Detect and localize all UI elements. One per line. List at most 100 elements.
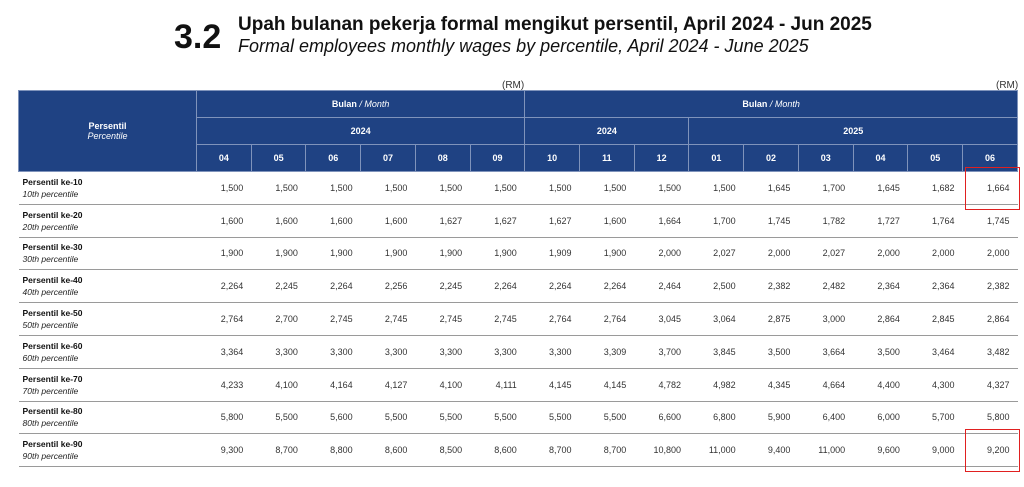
wage-cell: 3,064 [688,302,744,336]
wage-cell: 3,300 [251,335,306,369]
header-month: 05 [907,144,964,172]
row-label-english: 70th percentile [22,385,79,396]
wage-cell: 2,264 [579,269,635,304]
wage-cell: 1,627 [470,204,525,238]
header-month: 12 [633,144,690,172]
wage-cell: 1,745 [743,204,799,238]
wage-cell: 2,464 [634,269,689,304]
wage-cell: 2,500 [688,269,744,304]
title-malay: Upah bulanan pekerja formal mengikut per… [238,14,872,35]
table-row: Persentil ke-40 40th percentile 2,264 2,245… [18,269,1018,304]
unit-label-left: (RM) [502,80,525,91]
wage-cell: 1,500 [688,171,744,205]
wage-cell: 2,382 [743,269,799,304]
wage-cell: 1,645 [853,171,908,205]
wage-cell: 8,700 [579,433,635,468]
wage-cell: 2,745 [360,302,416,336]
wage-cell: 2,027 [688,237,744,271]
wage-cell: 2,845 [907,302,963,336]
wage-cell: 5,500 [524,401,580,435]
header-month: 01 [688,144,745,172]
wage-cell: 3,309 [579,335,635,369]
row-label: Persentil ke-60 60th percentile [18,335,197,369]
wage-cell: 6,800 [688,401,744,435]
row-label-english: 60th percentile [22,352,79,363]
row-label-malay: Persentil ke-20 [22,209,83,220]
row-label: Persentil ke-70 70th percentile [18,368,197,402]
wage-cell: 2,764 [524,302,580,336]
wage-cell: 2,000 [907,237,963,271]
wage-cell: 1,900 [470,237,525,271]
wage-cell: 3,000 [798,302,854,336]
wage-cell: 4,100 [251,368,306,402]
row-label: Persentil ke-80 80th percentile [18,401,197,435]
wage-cell: 3,464 [907,335,963,369]
row-label-malay: Persentil ke-50 [22,308,83,319]
wage-cell: 6,000 [853,401,908,435]
wage-cell: 10,800 [634,433,689,468]
wage-cell: 2,745 [415,302,471,336]
wage-cell: 2,764 [579,302,635,336]
wage-cell: 2,764 [196,302,252,336]
header-year: 2025 [688,117,1018,145]
wage-cell: 1,745 [962,204,1018,238]
wage-cell: 8,500 [415,433,471,468]
wage-cell: 2,264 [470,269,525,304]
wage-cell: 8,800 [305,433,361,468]
wage-cell: 1,600 [196,204,252,238]
row-label: Persentil ke-40 40th percentile [18,269,197,304]
header-month-group-left: Bulan / Month [195,90,526,118]
wage-cell: 1,682 [907,171,963,205]
wage-cell: 1,782 [798,204,854,238]
wage-cell: 3,845 [688,335,744,369]
row-label-english: 90th percentile [22,451,79,462]
wage-cell: 5,500 [360,401,416,435]
wage-cell: 1,700 [688,204,744,238]
wage-cell: 3,500 [853,335,908,369]
wage-cell: 4,345 [743,368,799,402]
wage-cell: 2,264 [196,269,252,304]
wage-cell: 11,000 [798,433,854,468]
wage-cell: 5,600 [305,401,361,435]
wage-cell: 2,700 [251,302,306,336]
wage-cell: 3,045 [634,302,689,336]
wage-cell: 4,100 [415,368,471,402]
wage-cell: 1,900 [415,237,471,271]
wage-cell: 2,864 [853,302,908,336]
wage-cell: 1,664 [634,204,689,238]
header-month: 08 [414,144,471,172]
wage-cell: 1,627 [415,204,471,238]
row-label-malay: Persentil ke-10 [22,176,83,187]
wage-cell: 2,245 [415,269,471,304]
wage-cell: 8,700 [251,433,306,468]
wage-cell: 11,000 [688,433,744,468]
wage-cell: 3,300 [470,335,525,369]
row-label-english: 50th percentile [22,320,79,331]
row-label-english: 10th percentile [22,188,79,199]
wage-cell: 1,664 [962,166,1020,210]
wage-cell: 1,764 [907,204,963,238]
wage-cell: 4,400 [853,368,908,402]
title-english: Formal employees monthly wages by percen… [238,36,809,56]
header-month: 02 [743,144,799,172]
wage-cell: 2,364 [853,269,908,304]
table-row: Persentil ke-60 60th percentile 3,364 3,300… [18,335,1018,369]
wage-cell: 9,300 [196,433,252,468]
wage-cell: 2,745 [470,302,525,336]
wage-cell: 2,745 [305,302,361,336]
wage-cell: 3,364 [196,335,252,369]
wage-cell: 2,000 [853,237,908,271]
header-month: 09 [469,144,526,172]
wage-cell: 2,000 [634,237,689,271]
wage-cell: 2,864 [962,302,1018,336]
wage-cell: 2,256 [360,269,416,304]
wage-cell: 2,264 [305,269,361,304]
table-row: Persentil ke-10 10th percentile 1,500 1,500… [18,166,1020,210]
row-label-english: 80th percentile [22,418,79,429]
row-label: Persentil ke-30 30th percentile [18,237,197,271]
wage-cell: 2,027 [798,237,854,271]
wage-cell: 2,382 [962,269,1018,304]
wage-cell: 4,327 [962,368,1018,402]
wage-cell: 3,300 [360,335,416,369]
header-month-group-right: Bulan / Month [524,90,1018,118]
